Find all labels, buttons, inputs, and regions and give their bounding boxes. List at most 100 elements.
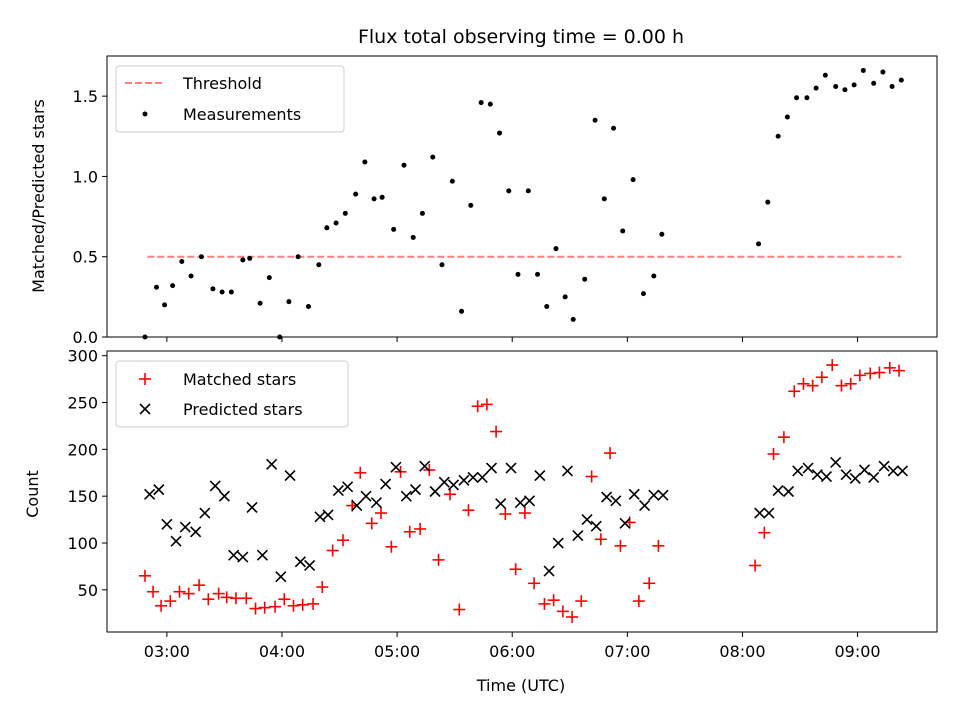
measurement-point-46	[582, 276, 588, 282]
measurement-point-21	[342, 210, 348, 216]
predicted-star-point-41	[534, 470, 546, 482]
matched-star-point-56	[758, 526, 771, 539]
measurement-point-56	[765, 199, 771, 205]
predicted-star-point-14	[275, 571, 287, 583]
x-tick-label-0: 03:00	[144, 642, 190, 661]
x-tick-label-2: 05:00	[374, 642, 420, 661]
top-y-tick-label-1: 0.5	[73, 248, 98, 267]
matched-star-point-44	[556, 605, 569, 618]
predicted-star-point-28	[409, 484, 422, 496]
measurement-point-28	[410, 234, 416, 240]
matched-star-point-67	[864, 367, 877, 380]
matched-star-point-55	[749, 559, 762, 572]
measurement-point-44	[562, 294, 568, 300]
top-y-tick-label-3: 1.5	[73, 87, 98, 106]
predicted-star-point-6	[199, 507, 211, 519]
predicted-star-point-46	[581, 514, 593, 526]
measurement-point-62	[822, 72, 828, 78]
predicted-star-point-62	[820, 470, 833, 483]
x-tick-label-4: 07:00	[604, 642, 650, 661]
bottom-panel: 03:00 04:00 05:00 06:00 07:00 08:00 09:00 50 100…	[23, 347, 938, 695]
matched-star-point-57	[767, 448, 780, 461]
bottom-y-tick-label-0: 50	[78, 581, 98, 600]
matched-star-point-12	[249, 602, 262, 615]
matched-star-point-50	[614, 539, 627, 552]
measurement-point-5	[188, 273, 194, 279]
measurement-point-63	[833, 84, 839, 90]
measurement-point-47	[592, 117, 598, 123]
matched-star-point-24	[365, 517, 378, 530]
measurement-point-68	[880, 69, 886, 75]
top-y-axis-label: Matched/Predicted stars	[29, 99, 48, 293]
matched-star-point-46	[575, 595, 588, 608]
predicted-star-point-17	[304, 559, 316, 572]
measurement-point-49	[611, 125, 617, 131]
measurement-point-22	[353, 191, 359, 197]
measurement-point-30	[430, 154, 436, 160]
predicted-star-point-5	[190, 526, 202, 538]
matched-star-point-36	[480, 398, 493, 411]
matched-star-point-70	[893, 364, 906, 377]
predicted-star-point-21	[342, 481, 354, 493]
predicted-star-point-58	[782, 485, 795, 498]
matched-star-point-66	[853, 369, 866, 382]
matched-star-point-20	[326, 544, 339, 557]
x-tick-label-1: 04:00	[259, 642, 305, 661]
predicted-star-point-39	[514, 497, 526, 509]
measurement-point-8	[219, 289, 225, 295]
measurement-point-64	[842, 87, 848, 93]
matched-star-point-60	[797, 377, 810, 390]
top-panel: 0.0 0.5 1.0 1.5 Matched/Predicted stars Thr…	[29, 55, 938, 347]
measurement-point-13	[266, 275, 272, 281]
matched-star-point-42	[538, 597, 551, 610]
measurement-point-55	[756, 241, 762, 247]
predicted-star-point-40	[523, 495, 536, 507]
measurement-point-15	[286, 299, 292, 305]
matched-star-point-10	[229, 592, 242, 605]
x-tick-label-3: 06:00	[489, 642, 535, 661]
predicted-star-point-23	[360, 490, 372, 502]
predicted-star-point-37	[495, 498, 507, 510]
measurement-point-23	[362, 159, 368, 165]
predicted-star-point-61	[811, 469, 823, 481]
predicted-star-point-25	[380, 478, 392, 490]
measurement-point-39	[515, 271, 521, 277]
predicted-star-point-9	[228, 549, 240, 561]
matched-star-point-63	[826, 359, 839, 372]
predicted-star-point-35	[476, 471, 488, 484]
predicted-star-point-30	[429, 485, 441, 498]
measurement-point-60	[804, 95, 810, 101]
bottom-y-tick-label-2: 150	[67, 487, 98, 506]
matched-star-point-3	[164, 595, 177, 608]
measurement-point-4	[179, 259, 185, 265]
predicted-star-point-48	[601, 491, 613, 503]
predicted-star-point-24	[370, 497, 382, 509]
matched-star-point-53	[643, 577, 656, 590]
predicted-star-point-60	[802, 462, 814, 474]
predicted-star-point-47	[590, 520, 602, 532]
measurement-point-37	[497, 130, 503, 136]
matched-star-point-8	[212, 587, 225, 600]
measurement-point-52	[640, 291, 646, 297]
matched-star-point-9	[220, 591, 233, 604]
matched-star-point-65	[844, 377, 857, 390]
predicted-star-point-45	[572, 529, 584, 542]
bottom-ticks: 03:00 04:00 05:00 06:00 07:00 08:00 09:00 50 100…	[67, 347, 880, 661]
predicted-star-point-55	[754, 507, 766, 519]
legend-predicted-label: Predicted stars	[183, 400, 303, 419]
predicted-star-point-12	[256, 549, 268, 561]
matched-star-point-31	[432, 553, 445, 566]
measurement-point-29	[419, 210, 425, 216]
top-axes-frame	[106, 55, 938, 338]
matched-star-point-21	[336, 534, 349, 547]
predicted-star-point-51	[628, 488, 640, 500]
measurement-point-69	[889, 84, 895, 90]
predicted-star-point-68	[878, 460, 890, 472]
legend-predicted-swatch	[139, 403, 151, 415]
matched-star-point-23	[354, 466, 367, 479]
measurement-point-17	[305, 303, 311, 309]
measurement-point-54	[659, 231, 665, 237]
predicted-star-point-64	[840, 469, 852, 481]
matched-star-point-26	[385, 540, 398, 553]
